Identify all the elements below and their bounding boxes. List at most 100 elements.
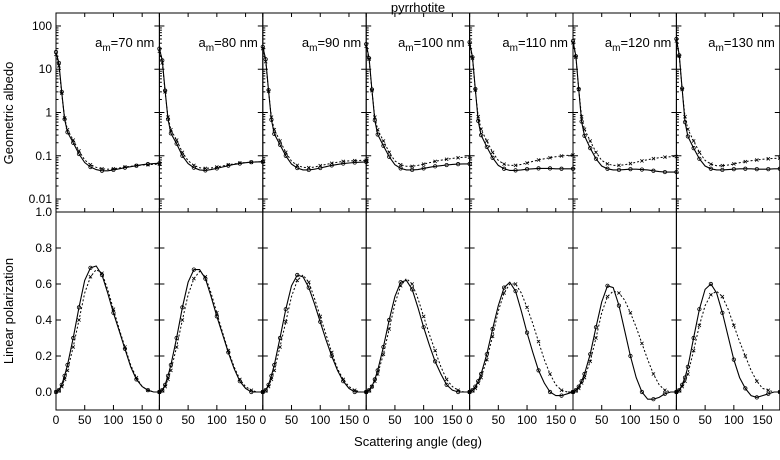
panel-label-subscript: m [716, 43, 724, 54]
panel-label: am=80 nm [198, 35, 257, 54]
point-polarization-solid [628, 353, 633, 359]
series-albedo-dotted [55, 54, 160, 170]
panel-3: 0 50 100 150 am=90 nm [259, 12, 369, 427]
point-albedo-solid [754, 167, 759, 172]
point-polarization-dotted [680, 384, 685, 389]
point-polarization-solid [180, 305, 185, 310]
point-albedo-solid [134, 163, 139, 168]
point-polarization-dotted [134, 375, 139, 380]
point-albedo-dotted [476, 114, 481, 119]
point-polarization-dotted [697, 323, 702, 328]
chart-title: pyrrhotite [391, 0, 445, 15]
point-albedo-solid [387, 154, 392, 159]
point-albedo-solid [269, 117, 274, 122]
point-albedo-solid [283, 153, 288, 158]
point-albedo-solid [473, 86, 478, 92]
series-polarization-solid [159, 269, 263, 393]
point-albedo-solid [573, 54, 578, 59]
panel-2: 0 50 100 150 am=80 nm [156, 12, 265, 427]
point-polarization-dotted [663, 388, 667, 393]
point-polarization-solid [754, 395, 759, 400]
series-albedo-solid [365, 44, 470, 171]
y-axis-label-polarization: Linear polarization [1, 258, 16, 364]
point-polarization-dotted [617, 291, 621, 295]
point-polarization-dotted [226, 348, 231, 353]
point-polarization-solid [501, 285, 507, 290]
point-polarization-dotted [278, 345, 282, 349]
point-albedo-solid [410, 167, 415, 173]
x-tick-label: 150 [132, 413, 152, 427]
point-polarization-solid [490, 326, 495, 332]
point-albedo-dotted [260, 46, 265, 51]
point-albedo-solid [588, 146, 593, 151]
point-albedo-solid [680, 86, 685, 91]
point-albedo-solid [513, 168, 518, 173]
series-polarization-solid [572, 285, 677, 400]
point-polarization-solid [375, 368, 380, 373]
point-polarization-dotted [77, 318, 81, 322]
point-polarization-solid [366, 388, 372, 393]
point-albedo-dotted [372, 115, 377, 120]
x-tick-label: 0 [259, 413, 266, 427]
point-albedo-solid [76, 151, 82, 157]
point-albedo-dotted [272, 127, 277, 132]
point-albedo-dotted [617, 163, 621, 168]
point-albedo-dotted [456, 155, 460, 160]
point-albedo-dotted [59, 91, 64, 96]
panel-label: am=90 nm [302, 35, 361, 54]
point-polarization-dotted [410, 282, 415, 286]
y-tick-label-top: 0.1 [35, 149, 52, 163]
point-polarization-dotted [387, 327, 392, 331]
point-polarization-dotted [421, 314, 426, 319]
point-albedo-dotted [88, 162, 93, 167]
x-tick-label: 0 [570, 413, 577, 427]
point-albedo-solid [249, 160, 254, 165]
x-tick-label: 50 [285, 413, 299, 427]
point-polarization-solid [559, 393, 564, 398]
point-polarization-dotted [548, 372, 552, 376]
point-albedo-solid [318, 165, 323, 171]
series-polarization-dotted [572, 290, 677, 393]
point-albedo-dotted [582, 127, 587, 132]
point-polarization-dotted [470, 388, 475, 393]
point-polarization-solid [306, 285, 311, 290]
point-polarization-solid [433, 359, 438, 364]
point-albedo-dotted [559, 154, 564, 158]
panel-label-subscript: m [309, 43, 317, 54]
point-polarization-dotted [479, 375, 483, 380]
point-polarization-dotted [513, 282, 518, 286]
point-polarization-dotted [88, 274, 93, 279]
panel-label: am=100 nm [398, 35, 465, 54]
point-albedo-dotted [605, 161, 610, 166]
point-albedo-solid [168, 131, 173, 136]
point-albedo-solid [582, 133, 587, 138]
point-polarization-dotted [59, 384, 64, 389]
point-polarization-solid [160, 388, 165, 393]
point-polarization-dotted [582, 375, 587, 380]
point-polarization-dotted [536, 339, 541, 344]
point-polarization-solid [111, 310, 116, 315]
point-albedo-solid [708, 166, 713, 171]
series-polarization-solid [469, 281, 574, 397]
point-albedo-solid [295, 165, 300, 171]
point-polarization-solid [662, 391, 668, 396]
point-albedo-solid [651, 168, 656, 173]
point-polarization-dotted [263, 388, 268, 393]
y-tick-label-top: 10 [39, 62, 53, 76]
panel-label-main: a [198, 35, 206, 50]
point-polarization-solid [318, 319, 323, 324]
point-albedo-dotted [203, 166, 208, 171]
panel-1: 0 50 100 150 100 10 1 0.1 0.011.0 0.8 0.6 0.4 0.2 0.0… [29, 12, 162, 427]
series-albedo-solid [469, 42, 573, 171]
point-polarization-solid [369, 384, 375, 389]
point-albedo-solid [433, 164, 438, 169]
point-polarization-solid [593, 325, 599, 330]
series-albedo-dotted [158, 51, 263, 169]
point-polarization-solid [677, 388, 682, 393]
series-albedo-solid [158, 48, 263, 171]
point-albedo-dotted [157, 49, 162, 54]
point-albedo-solid [547, 166, 553, 171]
y-tick-label-top: 100 [32, 19, 52, 33]
point-polarization-dotted [731, 323, 736, 328]
